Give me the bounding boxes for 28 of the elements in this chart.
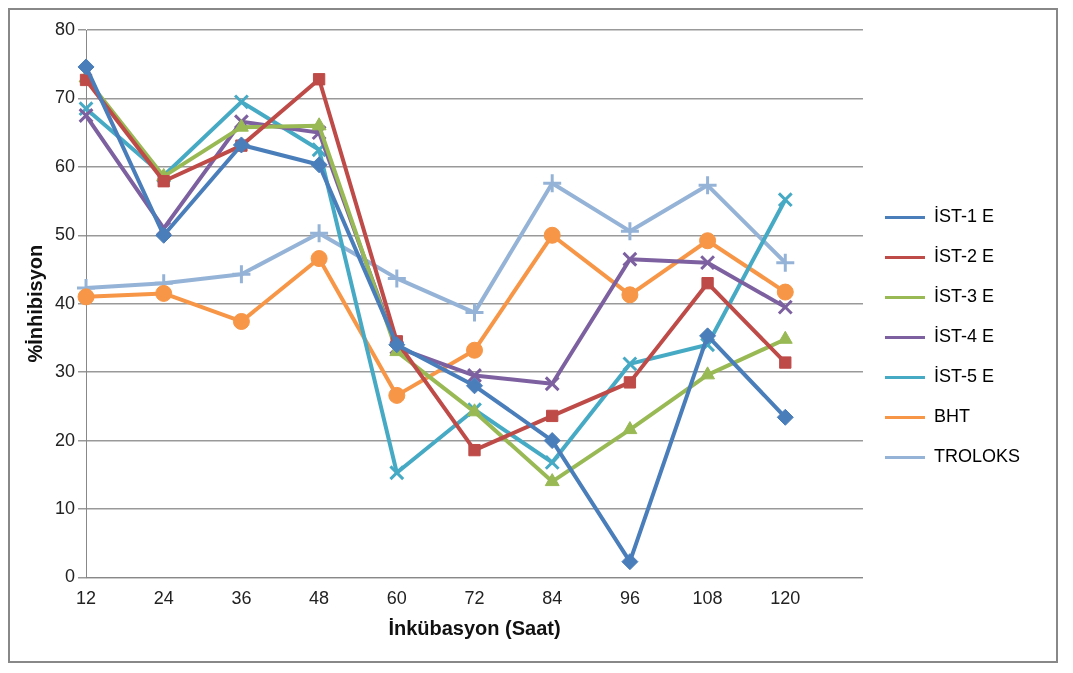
x-tick-label: 48	[309, 588, 330, 609]
y-tick-label: 20	[54, 429, 76, 450]
y-tick-label: 60	[54, 155, 76, 176]
y-axis-title: %İnhibisyon	[23, 244, 46, 363]
x-tick-label: 12	[76, 588, 97, 609]
legend-label: TROLOKS	[933, 446, 1021, 467]
y-tick-label: 80	[54, 18, 76, 39]
y-tick-label: 30	[54, 361, 76, 382]
x-axis-title: İnkübasyon (Saat)	[388, 616, 561, 639]
legend-label: İST-3 E	[933, 286, 995, 307]
legend-label: BHT	[933, 406, 970, 427]
y-tick-label: 10	[54, 497, 76, 518]
x-tick-label: 120	[770, 588, 801, 609]
legend-label: İST-1 E	[933, 206, 995, 227]
legend-label: İST-5 E	[933, 366, 995, 387]
legend-label: İST-2 E	[933, 246, 995, 267]
x-tick-label: 108	[692, 588, 723, 609]
legend-label: İST-4 E	[933, 326, 995, 347]
y-tick-label: 40	[54, 292, 76, 313]
y-tick-label: 50	[54, 224, 76, 245]
x-tick-label: 24	[153, 588, 174, 609]
x-tick-label: 36	[231, 588, 252, 609]
x-tick-label: 60	[386, 588, 407, 609]
y-tick-label: 0	[65, 566, 76, 587]
y-tick-label: 70	[54, 87, 76, 108]
x-tick-label: 72	[464, 588, 485, 609]
x-tick-label: 96	[619, 588, 640, 609]
x-tick-label: 84	[542, 588, 563, 609]
